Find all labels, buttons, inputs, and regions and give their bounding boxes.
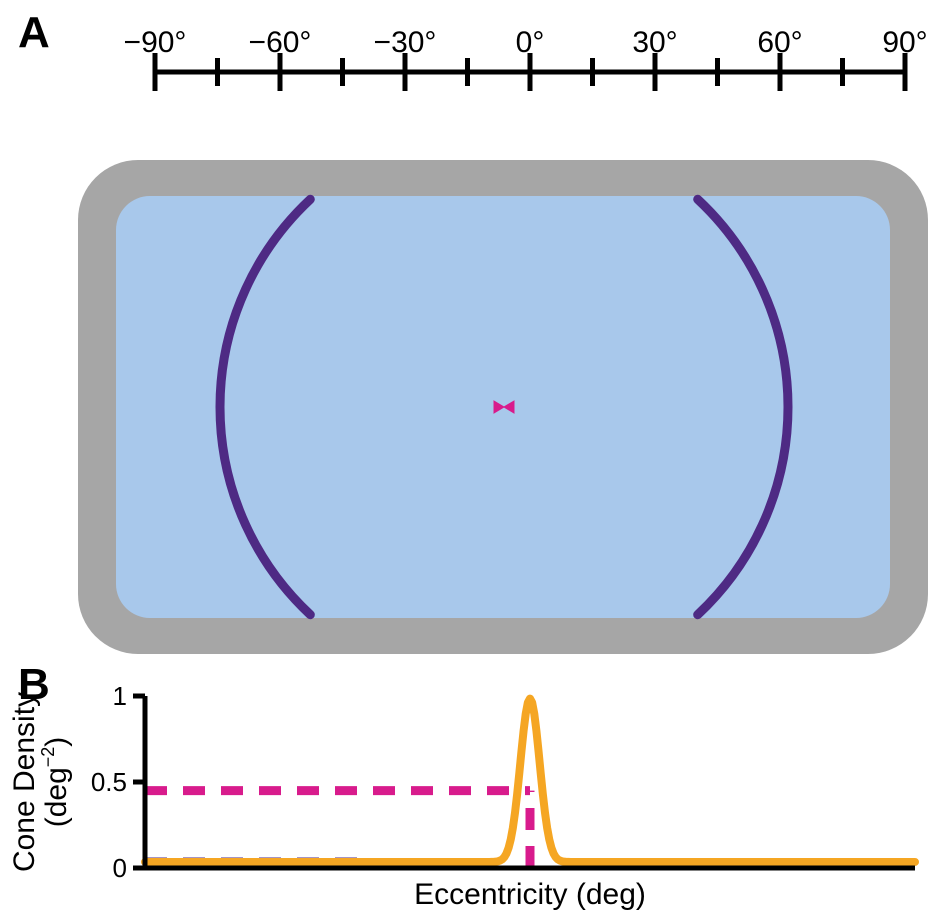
scale-tick-label: 90° (882, 26, 927, 59)
scale-tick-label: −90° (124, 26, 187, 59)
y-tick-label: 1 (113, 681, 127, 711)
scale-tick-label: 30° (632, 26, 677, 59)
panel-b-chart: 0 0.5 1 Cone Density(deg−2) Eccentricity (de… (8, 681, 915, 911)
cone-density-curve (145, 699, 915, 862)
scale-tick-label: −30° (374, 26, 437, 59)
scale-tick-label: −60° (249, 26, 312, 59)
eccentricity-scale: −90° −60° −30° 0° 30° 60° 90° (124, 26, 928, 91)
y-tick-label: 0 (113, 853, 127, 883)
y-tick-label: 0.5 (91, 767, 127, 797)
panel-label-A: A (18, 8, 50, 58)
scale-tick-label: 0° (516, 26, 545, 59)
y-axis-label: Cone Density(deg−2) (8, 692, 73, 872)
x-axis-label: Eccentricity (deg) (414, 878, 646, 911)
figure-svg: −90° −60° −30° 0° 30° 60° 90° 0 0.5 1 Cone Density… (0, 0, 952, 911)
panel-label-B: B (18, 660, 50, 710)
scale-tick-label: 60° (757, 26, 802, 59)
